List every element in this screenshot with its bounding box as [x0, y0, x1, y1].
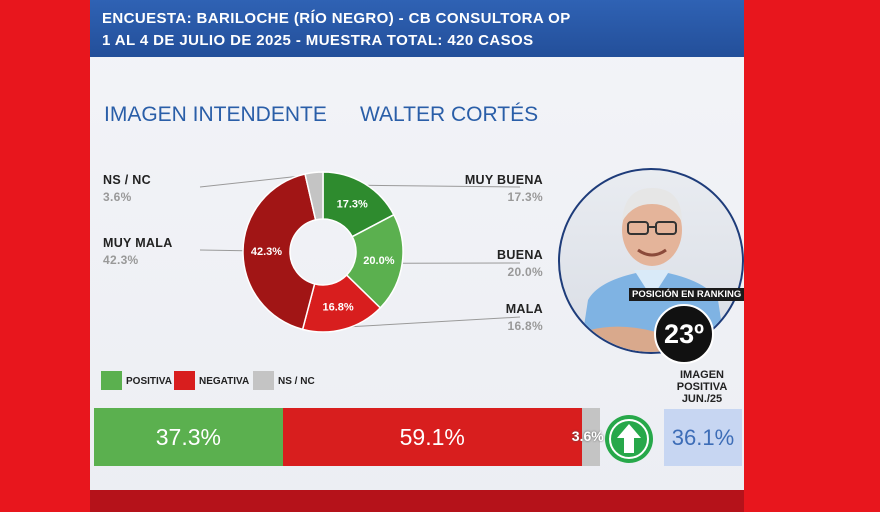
- label-muy-mala: MUY MALA: [103, 236, 173, 250]
- slice-buena: [345, 213, 404, 309]
- label-mala: MALA: [505, 302, 543, 316]
- summary-bar-positiva: 37.3%: [94, 408, 283, 466]
- legend-label-positiva: POSITIVA: [126, 376, 172, 387]
- summary-bar-ns-nc: [581, 408, 600, 466]
- leader-line-muy-mala: [199, 249, 246, 252]
- mayor-name: WALTER CORTÉS: [360, 103, 539, 126]
- legend-label-ns-nc: NS / NC: [278, 376, 315, 387]
- value-muy-mala: 42.3%: [103, 253, 139, 267]
- slice-ns-nc: [304, 171, 324, 221]
- legend-label-negativa: NEGATIVA: [199, 376, 250, 387]
- value-buena: 20.0%: [507, 265, 543, 279]
- summary-bar-ns-nc-label: 3.6%: [571, 428, 604, 444]
- value-muy-buena: 17.3%: [507, 190, 543, 204]
- ranking-label: POSICIÓN EN RANKING: [629, 288, 744, 301]
- value-ns-nc: 3.6%: [103, 190, 132, 204]
- slice-muy-mala: [242, 173, 317, 331]
- previous-label-line-3: JUN./25: [681, 393, 723, 405]
- header-line-1: ENCUESTA: BARILOCHE (RÍO NEGRO) - CB CON…: [102, 10, 571, 27]
- legend-swatch-positiva: [101, 371, 122, 390]
- poll-card: ENCUESTA: BARILOCHE (RÍO NEGRO) - CB CON…: [90, 0, 744, 512]
- previous-label: IMAGEN POSITIVA JUN./25: [666, 369, 738, 405]
- donut-chart: 17.3% 20.0% 16.8% 42.3%: [199, 171, 521, 333]
- legend-swatch-negativa: [174, 371, 195, 390]
- leader-line-muy-buena: [363, 184, 521, 188]
- slice-label-buena: 20.0%: [363, 255, 394, 267]
- value-mala: 16.8%: [507, 319, 543, 333]
- previous-label-line-1: IMAGEN: [680, 369, 724, 381]
- legend-swatch-ns-nc: [253, 371, 274, 390]
- section-title: IMAGEN INTENDENTE: [104, 103, 327, 126]
- summary-bar-negativa: 59.1%: [282, 408, 582, 466]
- slice-label-muy-buena: 17.3%: [337, 199, 368, 211]
- leader-line-mala: [343, 316, 521, 328]
- slice-label-mala: 16.8%: [322, 301, 353, 313]
- header: ENCUESTA: BARILOCHE (RÍO NEGRO) - CB CON…: [90, 0, 744, 57]
- previous-label-line-2: POSITIVA: [676, 381, 728, 393]
- label-buena: BUENA: [497, 248, 543, 262]
- ranking-badge: 23º: [654, 304, 714, 364]
- header-line-2: 1 AL 4 DE JULIO DE 2025 - MUESTRA TOTAL:…: [102, 32, 534, 49]
- label-muy-buena: MUY BUENA: [464, 173, 543, 187]
- arrow-up-icon: [605, 415, 653, 463]
- previous-value: 36.1%: [664, 409, 742, 466]
- mayor-photo: [558, 168, 744, 354]
- label-ns-nc: NS / NC: [103, 173, 151, 187]
- portrait-illustration: [580, 188, 726, 352]
- slice-label-muy-mala: 42.3%: [251, 246, 282, 258]
- footer-bar: [90, 490, 744, 512]
